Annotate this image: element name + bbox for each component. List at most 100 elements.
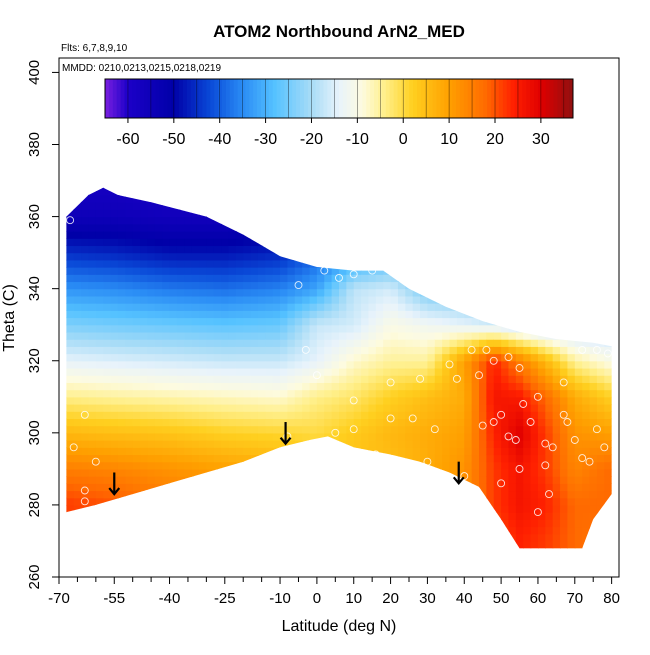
field-cell xyxy=(390,540,399,549)
field-cell xyxy=(545,317,554,326)
field-cell xyxy=(95,331,104,340)
field-cell xyxy=(221,555,229,563)
field-cell xyxy=(442,411,451,420)
field-cell xyxy=(316,533,325,542)
field-cell xyxy=(140,288,149,297)
field-cell xyxy=(324,353,333,362)
field-cell xyxy=(508,281,517,290)
field-cell xyxy=(302,259,311,268)
field-cell xyxy=(545,267,554,275)
field-cell xyxy=(390,375,399,383)
field-cell xyxy=(567,526,576,535)
colorbar-swatch xyxy=(381,79,387,118)
field-cell xyxy=(596,317,605,326)
observation-point xyxy=(91,457,100,466)
field-cell xyxy=(434,346,443,355)
field-cell xyxy=(140,331,149,340)
field-cell xyxy=(471,367,480,376)
field-cell xyxy=(228,418,237,427)
field-cell xyxy=(493,483,502,492)
field-cell xyxy=(302,274,311,283)
field-cell xyxy=(206,223,215,232)
field-cell xyxy=(184,238,193,247)
field-cell xyxy=(390,497,399,506)
field-cell xyxy=(272,202,281,210)
field-cell xyxy=(103,331,112,340)
field-cell xyxy=(206,288,215,297)
field-cell xyxy=(405,317,414,326)
field-cell xyxy=(515,231,524,239)
field-cell xyxy=(191,411,200,420)
field-cell xyxy=(257,317,266,326)
field-cell xyxy=(257,346,266,355)
field-cell xyxy=(420,382,429,391)
field-cell xyxy=(375,324,384,333)
field-cell xyxy=(493,396,502,405)
field-cell xyxy=(530,324,539,333)
field-cell xyxy=(464,476,473,484)
field-cell xyxy=(390,245,399,254)
field-cell xyxy=(147,440,156,448)
field-cell xyxy=(191,303,200,311)
field-cell xyxy=(154,533,163,542)
field-cell xyxy=(309,526,318,535)
field-cell xyxy=(501,202,510,210)
field-cell xyxy=(280,173,288,181)
field-cell xyxy=(309,418,318,427)
field-cell xyxy=(596,353,605,362)
field-cell xyxy=(434,375,443,383)
field-cell xyxy=(235,512,244,520)
field-cell xyxy=(383,382,392,391)
field-cell xyxy=(412,252,421,261)
field-cell xyxy=(383,194,392,203)
observation-point xyxy=(349,270,358,279)
field-cell xyxy=(147,548,156,549)
field-cell xyxy=(73,519,82,528)
field-cell xyxy=(479,310,487,319)
field-cell xyxy=(552,360,561,369)
field-cell xyxy=(368,382,377,391)
field-cell xyxy=(324,504,333,513)
field-cell xyxy=(397,209,406,218)
field-cell xyxy=(412,461,421,470)
field-cell xyxy=(95,353,104,362)
field-cell xyxy=(309,497,318,506)
field-cell xyxy=(162,375,171,383)
field-cell xyxy=(184,512,193,520)
field-cell xyxy=(397,339,406,347)
field-cell xyxy=(346,411,355,420)
field-cell xyxy=(582,252,591,261)
field-cell xyxy=(412,339,421,347)
field-cell xyxy=(199,540,207,549)
observation-point xyxy=(452,374,461,383)
field-cell xyxy=(368,476,377,484)
field-cell xyxy=(412,432,421,441)
field-cell xyxy=(375,288,384,297)
field-cell xyxy=(339,187,347,189)
field-cell xyxy=(117,303,126,311)
colorbar-swatch xyxy=(249,79,254,118)
field-cell xyxy=(176,187,185,196)
field-cell xyxy=(515,274,524,283)
field-cell xyxy=(199,389,207,398)
field-cell xyxy=(169,389,178,398)
field-cell xyxy=(390,519,399,528)
field-cell xyxy=(508,533,517,542)
field-cell xyxy=(243,360,252,369)
field-cell xyxy=(412,497,421,506)
field-cell xyxy=(73,331,82,340)
field-cell xyxy=(140,324,149,333)
field-cell xyxy=(184,454,193,463)
field-cell xyxy=(66,303,75,311)
field-cell xyxy=(331,404,340,412)
field-cell xyxy=(538,173,546,181)
field-cell xyxy=(346,533,355,542)
field-cell xyxy=(280,259,289,268)
field-cell xyxy=(420,209,429,218)
field-cell xyxy=(537,404,546,412)
field-cell xyxy=(390,295,399,304)
field-cell xyxy=(199,367,207,376)
field-cell xyxy=(442,238,451,247)
field-cell xyxy=(368,231,377,239)
field-cell xyxy=(117,526,126,535)
